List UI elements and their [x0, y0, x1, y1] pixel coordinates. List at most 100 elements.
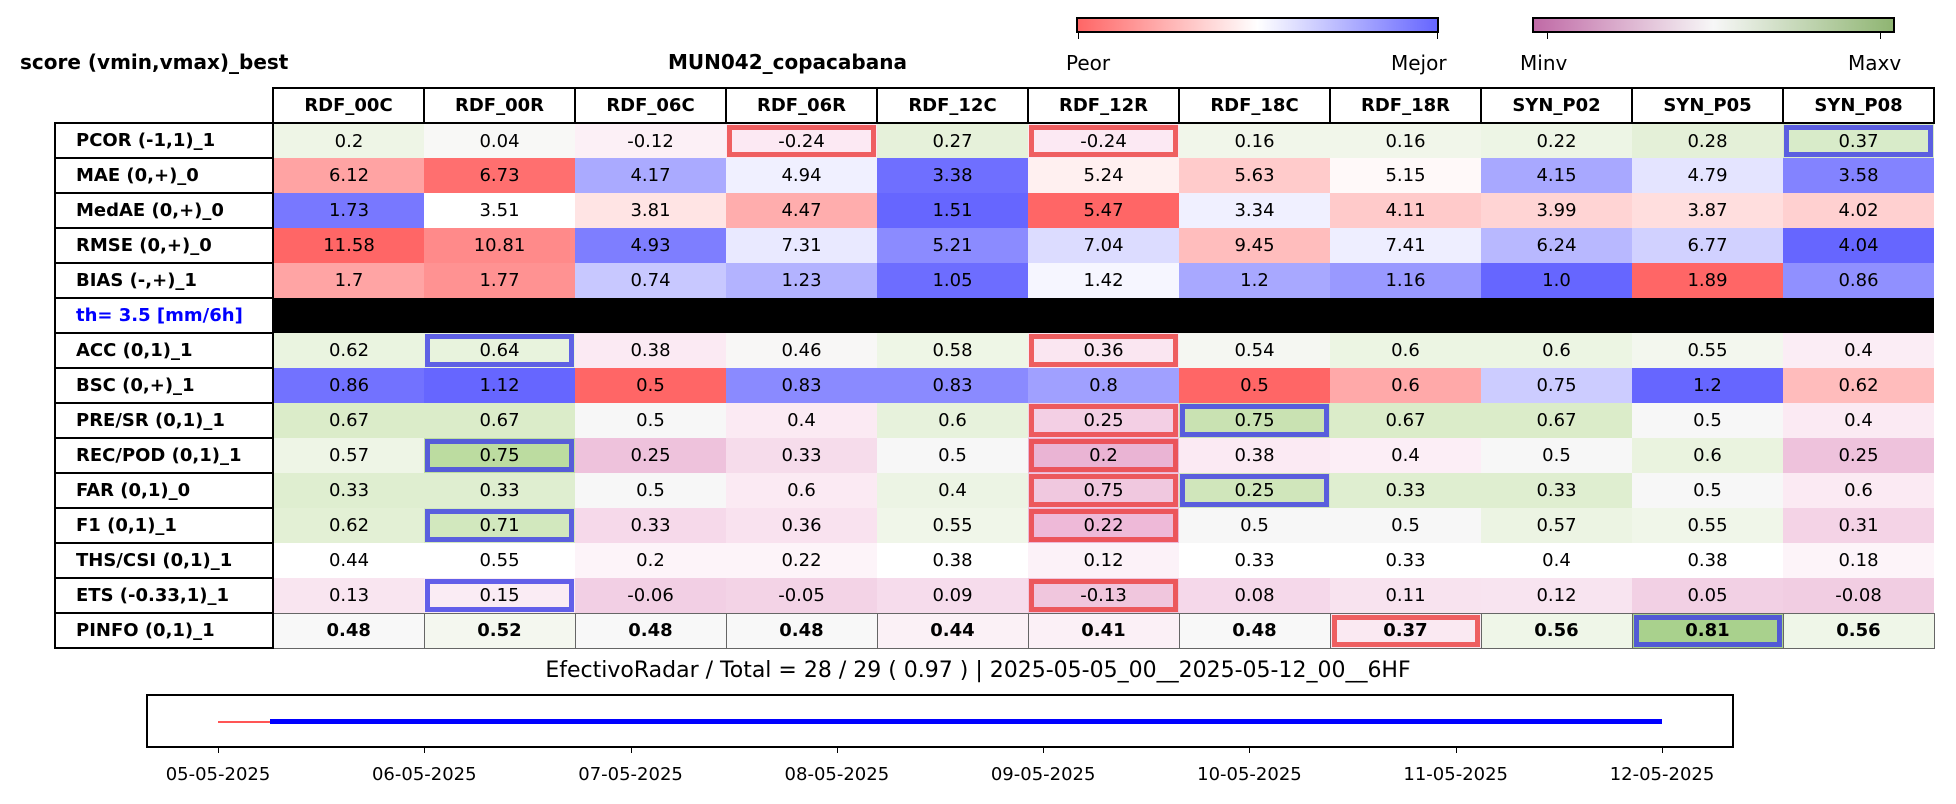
column-header: SYN_P02: [1480, 87, 1633, 124]
cell-value: 0.6: [1693, 445, 1722, 466]
column-header: RDF_00C: [272, 87, 425, 124]
timeline-tick: [836, 746, 838, 753]
cell-value: 0.67: [328, 410, 370, 431]
cell-value: -0.13: [1080, 584, 1127, 606]
cell-value: 5.21: [932, 235, 973, 256]
table-cell: 4.11: [1330, 193, 1481, 228]
table-cell: 0.67: [424, 403, 575, 438]
table-cell: -0.12: [575, 123, 726, 158]
table-cell: 6.24: [1481, 228, 1632, 263]
cell-value: 0.62: [1838, 375, 1879, 396]
table-cell: 0.09: [877, 578, 1028, 613]
table-cell: 0.75: [424, 438, 575, 473]
cell-value: 6.73: [479, 165, 520, 186]
cell-value: 4.11: [1385, 200, 1426, 221]
cell-value: 0.67: [1385, 410, 1426, 431]
table-cell: 0.67: [273, 403, 424, 438]
table-cell: 0.71: [424, 508, 575, 543]
cell-value: 0.08: [1234, 584, 1275, 606]
table-cell: 0.6: [877, 403, 1028, 438]
table-cell: 1.0: [1481, 263, 1632, 298]
cell-value: 5.15: [1385, 165, 1426, 186]
cell-value: 5.47: [1083, 200, 1124, 221]
timeline-date-label: 07-05-2025: [578, 764, 683, 785]
table-cell: 0.48: [725, 612, 878, 649]
cell-value: 0.5: [938, 445, 967, 466]
table-row: RMSE (0,+)_0 11.58 10.81 4.93 7.31 5.21 7.04 9.…: [54, 227, 1934, 264]
cell-value: -0.12: [627, 130, 674, 152]
score-colorbar: [1076, 17, 1439, 33]
cell-value: 6.12: [328, 165, 370, 186]
cell-value: 0.4: [787, 410, 816, 431]
table-cell: -0.05: [726, 578, 877, 613]
cell-value: 0.33: [1385, 480, 1426, 501]
table-cell: 0.64: [424, 333, 575, 368]
row-label: FAR (0,1)_0: [54, 472, 274, 509]
value-colorbar: [1532, 17, 1895, 33]
colorbar-max-label: Maxv: [1848, 51, 1902, 75]
colorbar-min-label: Minv: [1520, 51, 1568, 75]
table-cell: 0.08: [1179, 578, 1330, 613]
table-cell: 0.86: [1783, 263, 1934, 298]
cell-value: 0.6: [1542, 340, 1571, 361]
cell-value: 0.75: [1234, 410, 1275, 431]
table-cell: 0.5: [1632, 473, 1783, 508]
cell-value: 0.37: [1383, 620, 1428, 641]
table-cell: 0.5: [1179, 508, 1330, 543]
cell-value: 0.58: [932, 340, 973, 361]
cell-value: 1.7: [334, 270, 364, 291]
table-cell: 0.33: [575, 508, 726, 543]
column-header: SYN_P05: [1631, 87, 1784, 124]
table-cell: 0.13: [273, 578, 424, 613]
row-label: MedAE (0,+)_0: [54, 192, 274, 229]
table-cell: 0.33: [273, 473, 424, 508]
cell-value: -0.24: [778, 130, 825, 152]
table-cell: 1.42: [1028, 263, 1179, 298]
table-cell: 4.93: [575, 228, 726, 263]
colorbar-tick: [1437, 33, 1438, 39]
cell-value: 0.48: [779, 620, 824, 641]
table-row: MedAE (0,+)_0 1.73 3.51 3.81 4.47 1.51 5.47 3.3…: [54, 192, 1934, 229]
cell-value: 0.75: [479, 445, 520, 466]
cell-value: 6.77: [1687, 235, 1728, 256]
cell-value: 0.5: [1693, 410, 1722, 431]
table-cell: 0.12: [1028, 543, 1179, 578]
table-corner: [55, 88, 273, 123]
cell-value: 9.45: [1234, 235, 1275, 256]
table-cell: 0.75: [1179, 403, 1330, 438]
row-label: BIAS (-,+)_1: [54, 262, 274, 299]
table-row: FAR (0,1)_0 0.33 0.33 0.5 0.6 0.4 0.75 0.25 0.33…: [54, 472, 1934, 509]
table-cell: 0.22: [1028, 508, 1179, 543]
table-row: ETS (-0.33,1)_1 0.13 0.15 -0.06 -0.05 0.09 -0.…: [54, 577, 1934, 614]
cell-value: 0.56: [1534, 620, 1579, 641]
cell-value: 7.04: [1083, 235, 1124, 256]
cell-value: 0.74: [630, 270, 671, 291]
timeline-tick: [630, 746, 632, 753]
table-cell: 0.8: [1028, 368, 1179, 403]
cell-value: 0.12: [1083, 550, 1124, 571]
table-cell: 6.12: [273, 158, 424, 193]
table-cell: 0.48: [272, 612, 425, 649]
cell-value: 0.38: [630, 340, 671, 361]
cell-value: 0.62: [328, 515, 370, 536]
cell-value: 0.67: [1536, 410, 1577, 431]
table-cell: 0.86: [273, 368, 424, 403]
timeline-date-label: 05-05-2025: [165, 764, 271, 785]
table-cell: -0.24: [726, 123, 877, 158]
table-cell: 1.51: [877, 193, 1028, 228]
table-cell: 0.5: [575, 473, 726, 508]
table-cell: 0.36: [1028, 333, 1179, 368]
table-cell: 0.12: [1481, 578, 1632, 613]
row-label: MAE (0,+)_0: [54, 157, 274, 194]
cell-value: 0.38: [1234, 445, 1275, 466]
cell-value: 0.13: [328, 584, 370, 606]
table-cell: 4.04: [1783, 228, 1934, 263]
table-cell: 0.38: [1179, 438, 1330, 473]
cell-value: 0.75: [1536, 375, 1577, 396]
row-label: PCOR (-1,1)_1: [54, 122, 274, 159]
cell-value: 1.42: [1083, 270, 1124, 291]
table-cell: 0.25: [1028, 403, 1179, 438]
table-cell: 0.16: [1179, 123, 1330, 158]
table-cell: 0.38: [575, 333, 726, 368]
cell-value: 0.44: [930, 620, 975, 641]
